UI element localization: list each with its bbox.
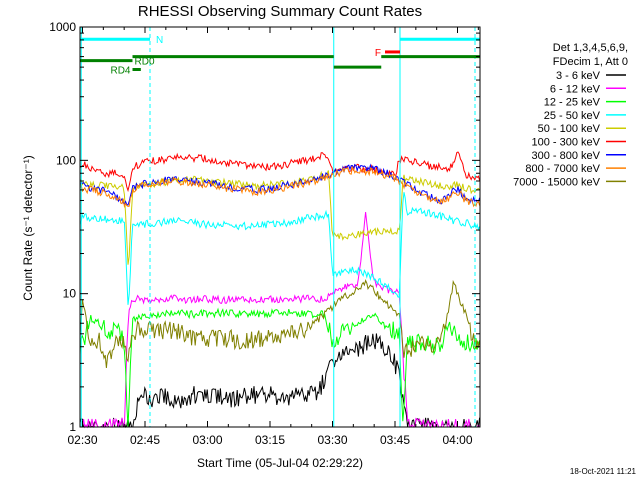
state-bar-label-f: F (375, 48, 381, 59)
series-line-8 (79, 165, 481, 209)
y-tick-label: 10 (63, 287, 77, 301)
state-bar-label-rd0: RD0 (135, 57, 155, 68)
y-tick-label: 1 (69, 420, 76, 434)
y-tick-label: 100 (56, 153, 76, 167)
legend-entry-label: 7000 - 15000 keV (513, 176, 601, 188)
chart-title: RHESSI Observing Summary Count Rates (138, 3, 422, 20)
x-tick-label: 03:30 (317, 433, 347, 447)
state-bar-label-rd4: RD4 (110, 66, 130, 77)
footer-timestamp: 18-Oct-2021 11:21 (570, 467, 637, 476)
y-tick-label: 1000 (49, 20, 76, 34)
series-line-1 (79, 333, 481, 429)
x-axis-label: Start Time (05-Jul-04 02:29:22) (197, 456, 363, 470)
x-tick-label: 03:00 (192, 433, 222, 447)
legend-entry-label: 25 - 50 keV (544, 110, 601, 122)
series-line-6 (79, 151, 481, 193)
x-tick-label: 03:45 (380, 433, 410, 447)
plot-frame (79, 26, 481, 428)
legend-entry-label: 12 - 25 keV (544, 97, 601, 109)
series-line-7 (79, 163, 481, 206)
legend-entry-label: 3 - 6 keV (556, 70, 601, 82)
legend-entry-label: 50 - 100 keV (538, 123, 601, 135)
plot-area: N F RD0 RD4 02:30 02:45 03:00 03:15 03:30 03:45 04… (49, 20, 626, 447)
series-line-4 (79, 192, 481, 305)
x-tick-label: 02:30 (67, 433, 97, 447)
state-bar-label-n: N (156, 35, 163, 46)
series-line-2 (80, 212, 481, 429)
legend-entry-label: 100 - 300 keV (532, 137, 601, 149)
y-axis-label: Count Rate (s⁻¹ detector⁻¹) (21, 155, 35, 300)
legend-header-line-1: Det 1,3,4,5,6,9, (553, 42, 628, 54)
x-tick-label: 03:15 (255, 433, 285, 447)
legend-entry-label: 6 - 12 keV (550, 83, 601, 95)
series-line-9 (79, 279, 481, 368)
legend-entry-label: 800 - 7000 keV (525, 163, 600, 175)
x-tick-label: 04:00 (442, 433, 472, 447)
legend-entry-label: 300 - 800 keV (532, 150, 601, 162)
x-tick-label: 02:45 (130, 433, 160, 447)
series-line-3 (79, 307, 481, 428)
legend-header-line-2: FDecim 1, Att 0 (553, 56, 628, 68)
